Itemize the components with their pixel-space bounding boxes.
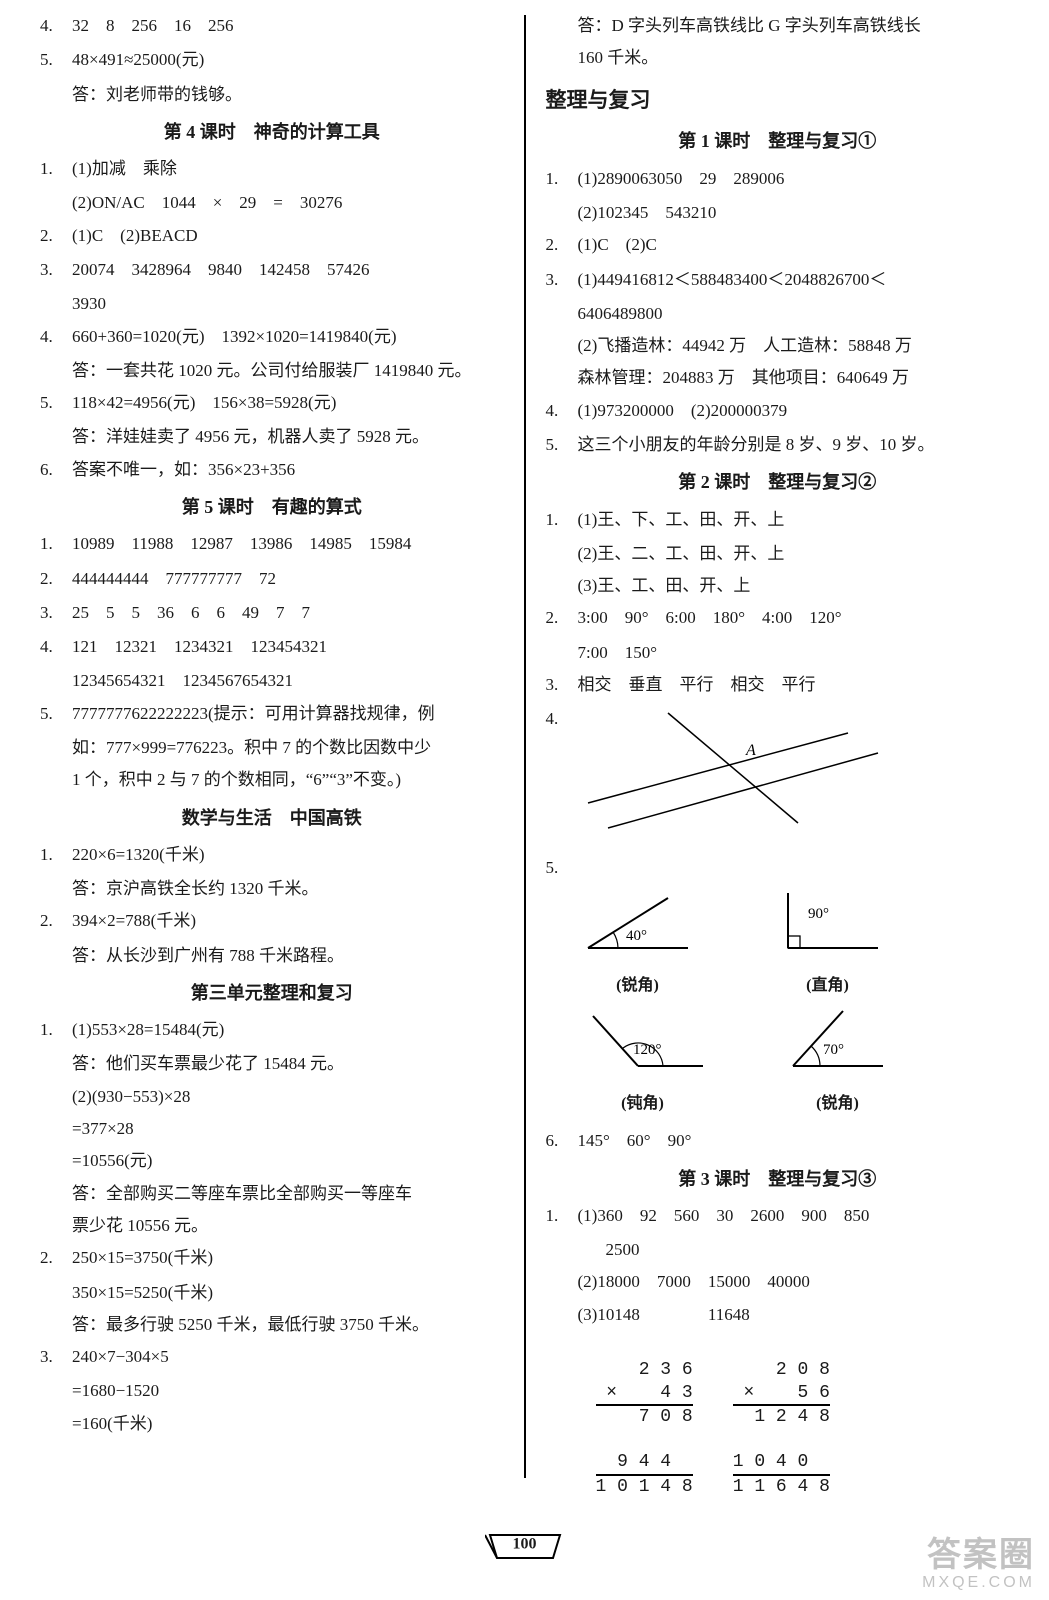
r1-title: 第 1 课时 整理与复习① (546, 124, 1010, 158)
u3-q3-2: =1680−1520 (40, 1375, 504, 1407)
angle-90-icon: 90° (768, 888, 888, 958)
angle-120-text: 120° (633, 1042, 662, 1058)
r3-title: 第 3 课时 整理与复习③ (546, 1162, 1010, 1196)
s5-q5-2: 如：777×999=776223。积中 7 的个数比因数中少 (40, 732, 504, 764)
q4: 4.32 8 256 16 256 (40, 10, 504, 42)
u3-q1-6: 答：全部购买二等座车票比全部购买一等座车 (40, 1178, 504, 1210)
r1-q1-1: (1)2890063050 29 289006 (578, 163, 1010, 195)
u3-q2-1: 250×15=3750(千米) (72, 1242, 504, 1274)
right-column: 答：D 字头列车高铁线比 G 字头列车高铁线长 160 千米。 整理与复习 第 … (526, 10, 1020, 1498)
long-multiplication-row: 2 3 6 × 4 3 7 0 8 9 4 4 1 0 1 4 8 2 0 8 … (596, 1337, 1010, 1499)
page-number-text: 100 (513, 1529, 537, 1559)
watermark-bottom: MXQE.COM (922, 1574, 1035, 1592)
page-number: 100 (485, 1530, 565, 1575)
watermark: 答案圈 MXQE.COM (922, 1537, 1035, 1592)
ml-q1-1: 220×6=1320(千米) (72, 839, 504, 871)
s4-q3-1: 20074 3428964 9840 142458 57426 (72, 254, 504, 286)
angle-70-text: 70° (823, 1042, 844, 1058)
r3-q1-4: (3)10148 11648 (546, 1299, 1010, 1331)
angle-acute-label: (锐角) (578, 971, 698, 1001)
u3-q2-3: 答：最多行驶 5250 千米，最低行驶 3750 千米。 (40, 1309, 504, 1341)
angle-acute-label-2: (锐角) (778, 1089, 898, 1119)
angle-40-text: 40° (626, 928, 647, 944)
s5-q4-2: 12345654321 1234567654321 (40, 665, 504, 697)
r2-q4-label: 4. (546, 703, 578, 849)
s5-q3: 25 5 5 36 6 6 49 7 7 (72, 597, 504, 629)
left-column: 4.32 8 256 16 256 5.48×491≈25000(元) 答：刘老… (30, 10, 524, 1498)
r-top1: 答：D 字头列车高铁线比 G 字头列车高铁线长 (546, 10, 1010, 42)
s5-q2: 444444444 777777777 72 (72, 563, 504, 595)
u3-q2-2: 350×15=5250(千米) (40, 1277, 504, 1309)
angle-row-1: 40° (锐角) 90° (直角) (578, 888, 1010, 1002)
s4-q5-1: 118×42=4956(元) 156×38=5928(元) (72, 387, 504, 419)
r-top2: 160 千米。 (546, 42, 1010, 74)
r1-q1-2: (2)102345 543210 (546, 197, 1010, 229)
r1-q2: (1)C (2)C (578, 229, 1010, 261)
s4-q4-2: 答：一套共花 1020 元。公司付给服装厂 1419840 元。 (40, 355, 504, 387)
u3-q1-4: =377×28 (40, 1113, 504, 1145)
r1-q5: 这三个小朋友的年龄分别是 8 岁、9 岁、10 岁。 (578, 429, 1010, 461)
angle-90-text: 90° (808, 906, 829, 922)
ml-q2-1: 394×2=788(千米) (72, 905, 504, 937)
r2-q3: 相交 垂直 平行 相交 平行 (578, 669, 1010, 701)
s4-q1-2: (2)ON/AC 1044 × 29 = 30276 (40, 187, 504, 219)
s5-q5-1: 7777777622222223(提示：可用计算器找规律，例 (72, 698, 504, 730)
intersecting-lines-diagram: A (578, 703, 888, 838)
q5-ans: 答：刘老师带的钱够。 (40, 79, 504, 111)
r1-q4: (1)973200000 (2)200000379 (578, 395, 1010, 427)
angle-70-icon: 70° (778, 1006, 898, 1076)
r2-q5-label: 5. (546, 852, 578, 884)
u3-q3-1: 240×7−304×5 (72, 1341, 504, 1373)
angle-120-icon: 120° (578, 1006, 708, 1076)
s4-q3-2: 3930 (40, 288, 504, 320)
r2-q6: 145° 60° 90° (578, 1125, 1010, 1157)
r2-title: 第 2 课时 整理与复习② (546, 465, 1010, 499)
s5-q5-3: 1 个，积中 2 与 7 的个数相同，“6”“3”不变。) (40, 764, 504, 796)
math-life-title: 数学与生活 中国高铁 (40, 801, 504, 835)
r2-q1-3: (3)王、工、田、开、上 (546, 570, 1010, 602)
s4-q2: (1)C (2)BEACD (72, 220, 504, 252)
mult-col-1: 2 3 6 × 4 3 7 0 8 9 4 4 1 0 1 4 8 (596, 1337, 693, 1499)
svg-text:A: A (745, 742, 756, 759)
u3-q1-7: 票少花 10556 元。 (40, 1210, 504, 1242)
s4-q1-1: (1)加减 乘除 (72, 153, 504, 185)
q5: 5.48×491≈25000(元) (40, 44, 504, 76)
u3-q1-2: 答：他们买车票最少花了 15484 元。 (40, 1048, 504, 1080)
watermark-top: 答案圈 (922, 1537, 1035, 1574)
u3-q3-3: =160(千米) (40, 1408, 504, 1440)
section-5-title: 第 5 课时 有趣的算式 (40, 490, 504, 524)
angle-40-icon: 40° (578, 888, 698, 958)
r2-q2-1: 3:00 90° 6:00 180° 4:00 120° (578, 602, 1010, 634)
s4-q4-1: 660+360=1020(元) 1392×1020=1419840(元) (72, 321, 504, 353)
u3-q1-5: =10556(元) (40, 1145, 504, 1177)
section-4-title: 第 4 课时 神奇的计算工具 (40, 115, 504, 149)
r2-q2-2: 7:00 150° (546, 637, 1010, 669)
s5-q4-1: 121 12321 1234321 123454321 (72, 631, 504, 663)
r2-q1-2: (2)王、二、工、田、开、上 (546, 538, 1010, 570)
r1-q3-2: 6406489800 (546, 298, 1010, 330)
mult-col-2: 2 0 8 × 5 6 1 2 4 8 1 0 4 0 1 1 6 4 8 (733, 1337, 830, 1499)
r3-q1-3: (2)18000 7000 15000 40000 (546, 1266, 1010, 1298)
ml-q1-2: 答：京沪高铁全长约 1320 千米。 (40, 873, 504, 905)
r3-q1-1: (1)360 92 560 30 2600 900 850 (578, 1200, 1010, 1232)
s5-q1: 10989 11988 12987 13986 14985 15984 (72, 528, 504, 560)
r1-q3-3: (2)飞播造林：44942 万 人工造林：58848 万 (546, 330, 1010, 362)
r2-q1-1: (1)王、下、工、田、开、上 (578, 504, 1010, 536)
angle-right-label: (直角) (768, 971, 888, 1001)
unit3-title: 第三单元整理和复习 (40, 976, 504, 1010)
angle-obtuse-label: (钝角) (578, 1089, 708, 1119)
s4-q6: 答案不唯一，如：356×23+356 (72, 454, 504, 486)
r3-q1-2: 2500 (546, 1234, 1010, 1266)
u3-q1-1: (1)553×28=15484(元) (72, 1014, 504, 1046)
r1-q3-4: 森林管理：204883 万 其他项目：640649 万 (546, 362, 1010, 394)
s4-q5-2: 答：洋娃娃卖了 4956 元，机器人卖了 5928 元。 (40, 421, 504, 453)
r1-q3-1: (1)449416812＜588483400＜2048826700＜ (578, 264, 1010, 296)
big-section-title: 整理与复习 (546, 81, 1010, 121)
angle-row-2: 120° (钝角) 70° (锐角) (578, 1006, 1010, 1120)
u3-q1-3: (2)(930−553)×28 (40, 1081, 504, 1113)
ml-q2-2: 答：从长沙到广州有 788 千米路程。 (40, 940, 504, 972)
